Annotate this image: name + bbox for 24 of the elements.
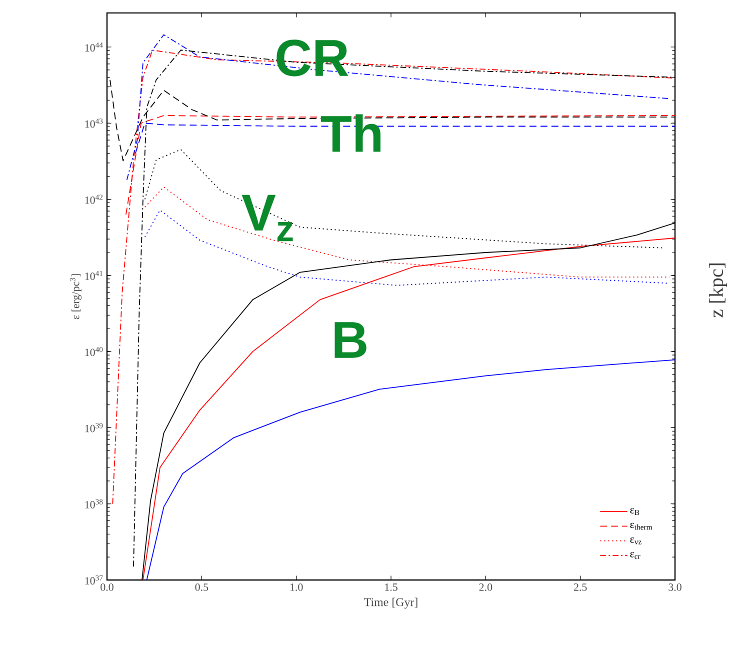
x-tick-label: 0.0 [100,583,114,591]
y-axis-title: ε [erg/pc$^{3}$] [70,274,82,320]
x-tick-label: 1.0 [290,583,303,591]
y-tick-label: 10$^{43}$ [85,118,103,128]
y-tick-label: 10$^{39}$ [85,423,103,432]
legend-label: ε$_{vz}$ [630,537,642,544]
annotation: B [334,322,366,358]
y-tick-label: 10$^{38}$ [85,499,103,508]
x-tick-label: 1.5 [385,583,398,591]
y-tick-label: 10$^{44}$ [85,42,103,52]
x-tick-label: 2.0 [479,583,492,591]
y-tick-label: 10$^{42}$ [85,194,103,204]
annotation: V$_{z}$ [242,194,293,242]
y-tick-label: 10$^{41}$ [85,270,103,280]
y-tick-label: 10$^{40}$ [85,346,103,356]
y-tick-label: 10$^{37}$ [85,575,103,585]
x-tick-label: 2.5 [574,583,587,591]
x-tick-label: 3.0 [668,583,682,591]
legend-label: ε$_{therm}$ [630,522,652,530]
x-tick-label: 0.5 [195,583,208,591]
x-axis-title: Time [Gyr] [364,598,418,609]
text: z [kpc] [708,264,728,318]
legend-label: ε$_{cr}$ [630,552,640,559]
legend-label: ε$_{B}$ [630,508,640,515]
